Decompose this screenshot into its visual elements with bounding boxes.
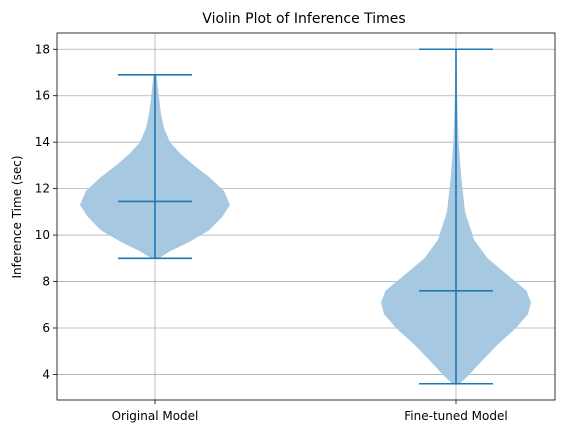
y-tick-label: 10: [35, 228, 50, 242]
y-tick-label: 18: [35, 42, 50, 56]
x-tick-label: Original Model: [112, 409, 199, 423]
axis-ticks: 4 6 8 10 12 14 16 18 Original Model Fine-tuned Mo…: [35, 42, 508, 423]
y-tick-label: 8: [42, 275, 50, 289]
y-axis-title: Inference Time (sec): [10, 156, 24, 279]
y-tick-label: 16: [35, 89, 50, 103]
y-tick-label: 12: [35, 182, 50, 196]
plot-frame: [56, 32, 556, 401]
x-tick-label: Fine-tuned Model: [404, 409, 507, 423]
stat-lines: [118, 48, 493, 385]
chart-title: Violin Plot of Inference Times: [202, 11, 405, 27]
y-tick-label: 6: [42, 321, 50, 335]
violins: [80, 49, 531, 384]
y-tick-label: 4: [42, 367, 50, 381]
y-tick-label: 14: [35, 135, 50, 149]
